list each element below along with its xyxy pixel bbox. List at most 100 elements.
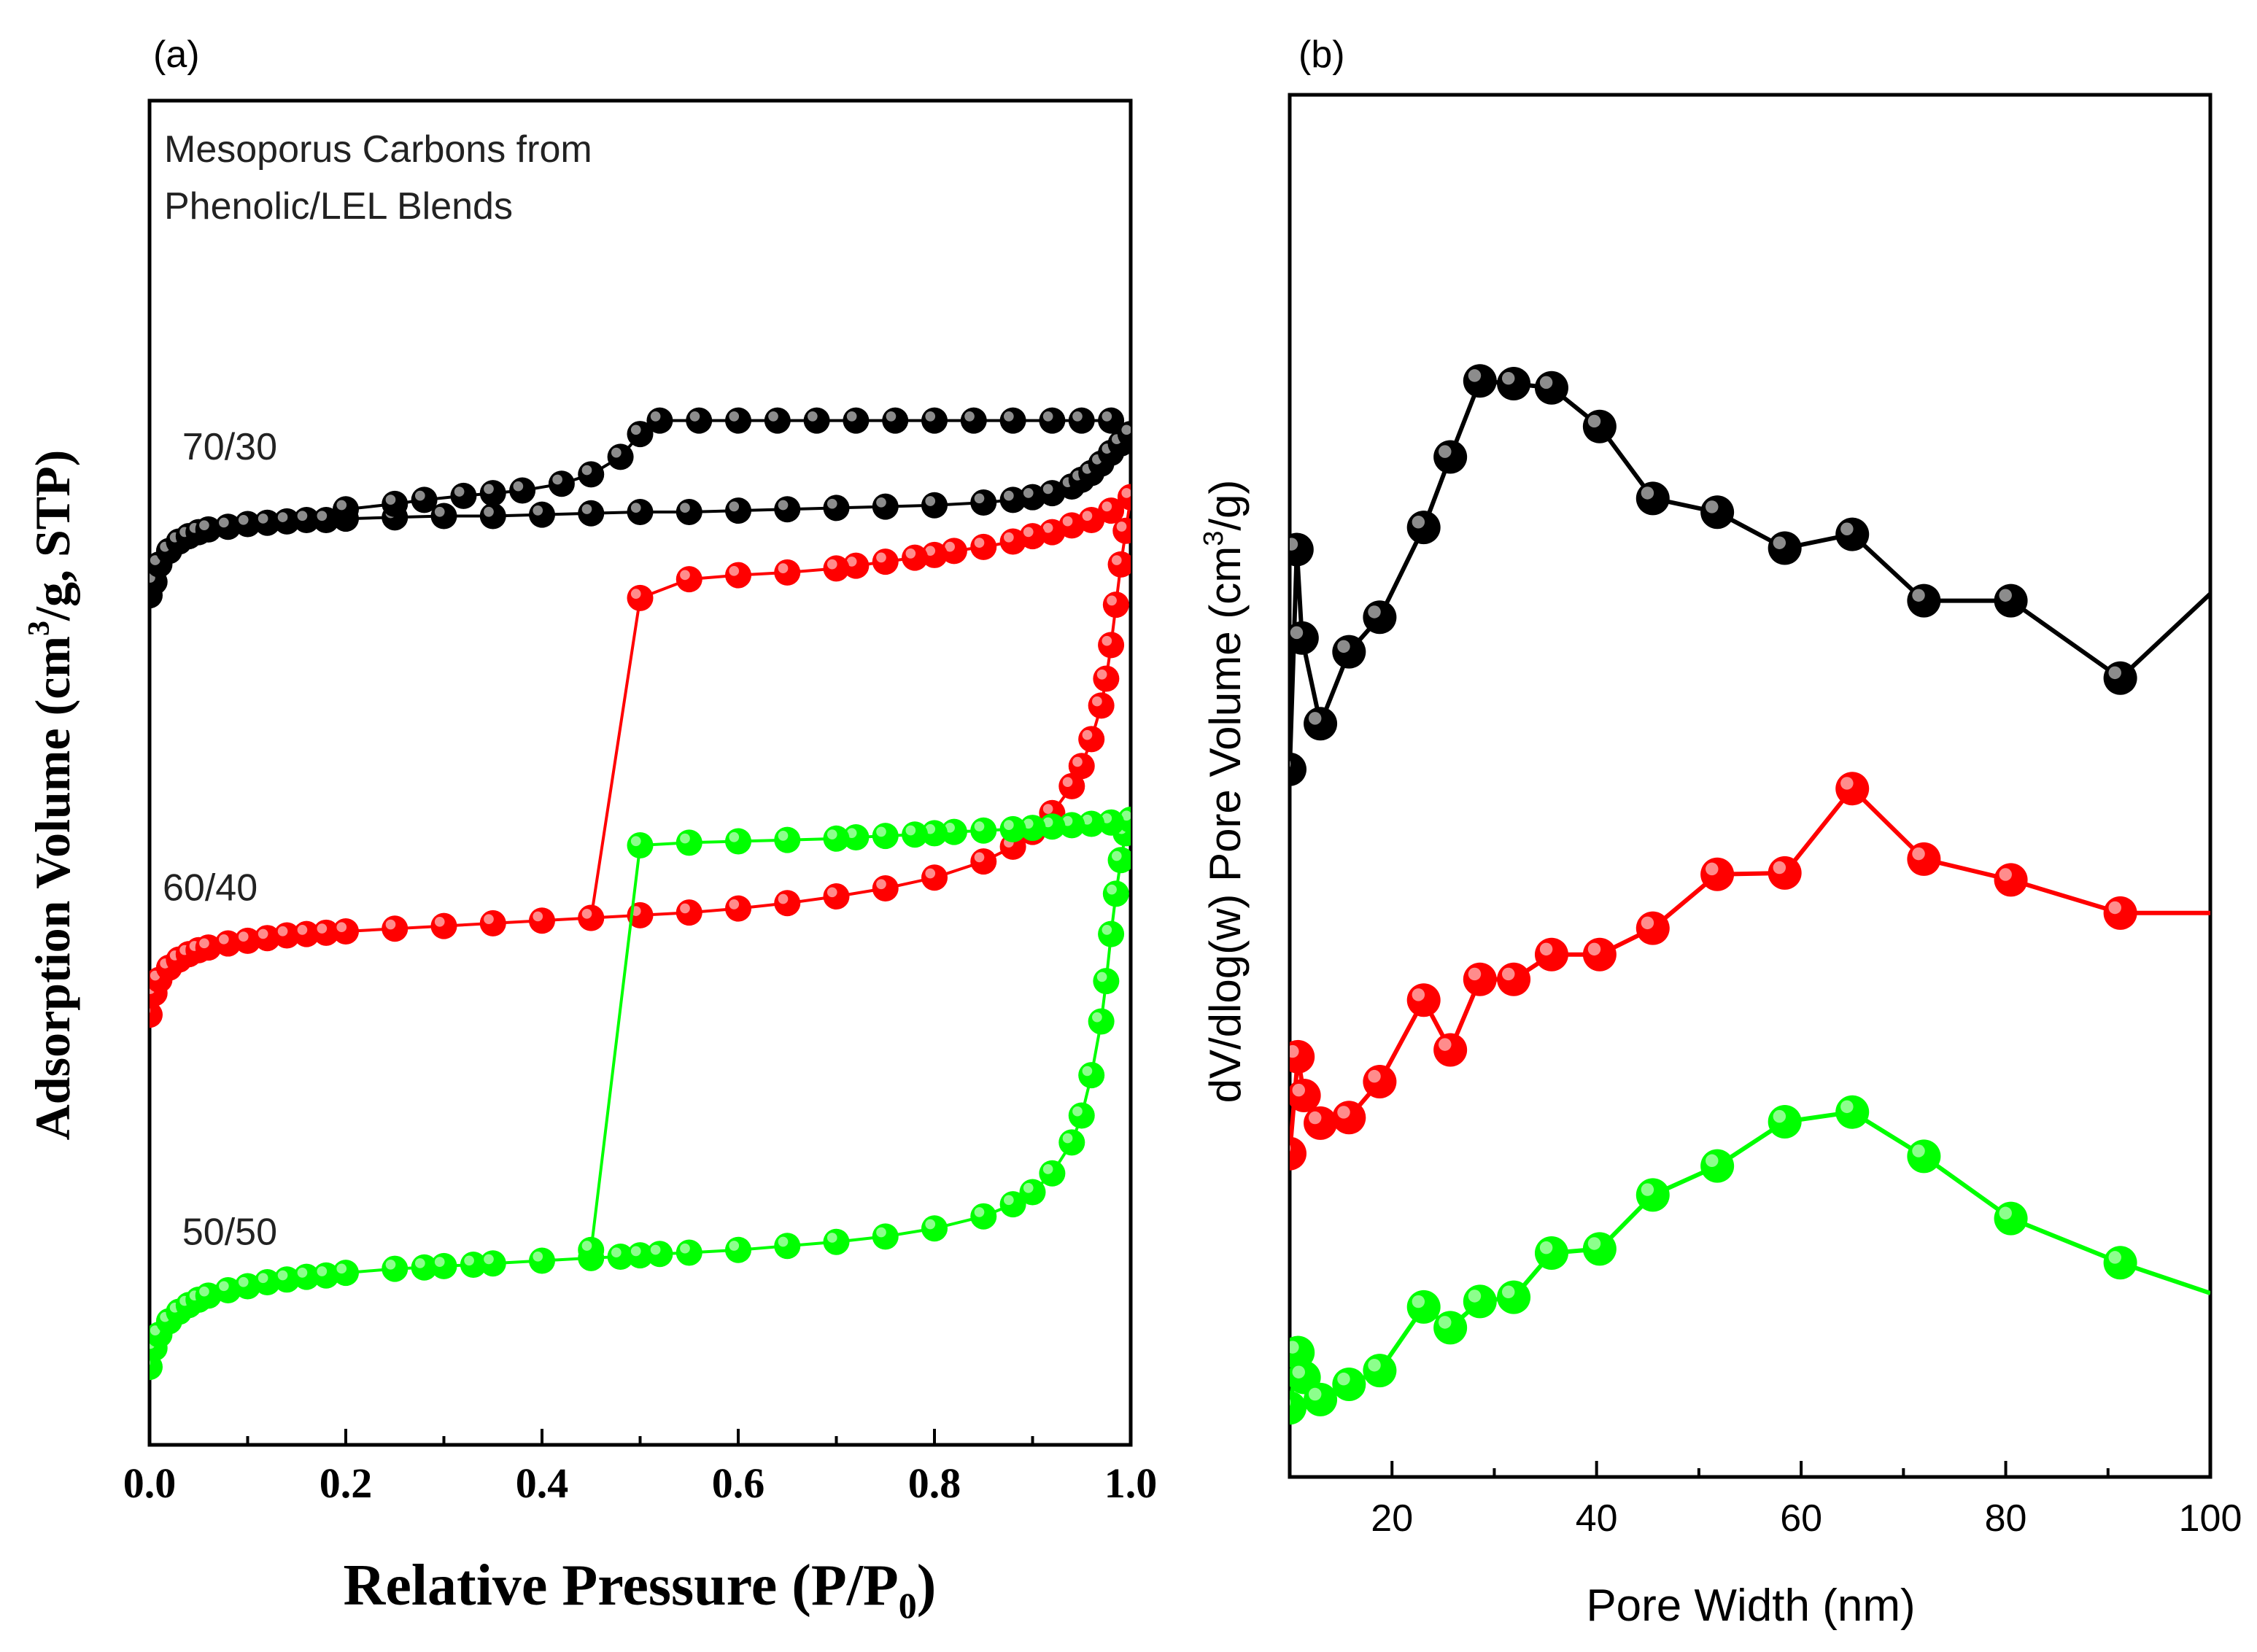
point-red: [1835, 772, 1870, 806]
panel-a-label: (a): [153, 34, 200, 76]
series-50-50: [150, 807, 1131, 1381]
panel-a-series-labels: 70/30 60/40 50/50: [163, 426, 277, 1253]
adsorption-point-70-30: [725, 497, 751, 524]
desorption-point-50-50: [999, 815, 1026, 842]
point-black: [1363, 600, 1397, 635]
adsorption-point-50-50: [774, 1233, 801, 1260]
point-green: [1332, 1368, 1366, 1402]
adsorption-point-70-30: [430, 503, 457, 530]
point-red: [1497, 962, 1531, 996]
desorption-point-70-30: [686, 407, 713, 434]
series-label-70-30: 70/30: [182, 426, 277, 468]
adsorption-point-60-40: [274, 922, 301, 949]
point-red: [1994, 863, 2028, 897]
point-green: [1363, 1354, 1397, 1388]
adsorption-point-60-40: [1088, 692, 1115, 719]
adsorption-point-50-50: [823, 1228, 850, 1255]
adsorption-point-50-50: [1107, 847, 1131, 874]
point-red: [1290, 1039, 1315, 1074]
point-green: [1835, 1095, 1870, 1129]
adsorption-point-60-40: [1112, 517, 1131, 544]
adsorption-point-60-40: [382, 915, 409, 942]
desorption-point-60-40: [823, 555, 850, 582]
adsorption-point-70-30: [234, 511, 261, 538]
point-black: [1406, 511, 1441, 545]
x-tick-label-100: 100: [2179, 1497, 2242, 1540]
point-green: [1290, 1391, 1306, 1425]
desorption-point-70-30: [960, 407, 987, 434]
adsorption-point-50-50: [872, 1223, 899, 1250]
desorption-point-70-30: [382, 490, 409, 517]
adsorption-point-50-50: [725, 1236, 751, 1263]
x-tick-label-60: 60: [1780, 1497, 1822, 1540]
point-green: [1907, 1139, 1941, 1174]
panel-a-annotation-line-2: Phenolic/LEL Blends: [164, 185, 513, 228]
desorption-point-70-30: [509, 477, 536, 504]
adsorption-point-60-40: [1068, 753, 1095, 780]
panel-a-x-ticks: 0.0 0.2 0.4 0.6 0.8 1.0: [123, 1429, 1158, 1507]
point-green: [1497, 1280, 1531, 1314]
desorption-point-60-40: [675, 566, 702, 593]
x-tick-label-1: 1.0: [1104, 1459, 1158, 1507]
adsorption-point-70-30: [774, 496, 801, 523]
point-red: [1290, 1078, 1321, 1112]
desorption-point-50-50: [627, 832, 654, 859]
desorption-point-70-30: [333, 496, 359, 523]
adsorption-point-50-50: [646, 1241, 673, 1268]
point-green: [1534, 1236, 1568, 1271]
point-red: [1304, 1106, 1338, 1140]
point-black: [2103, 661, 2137, 695]
point-green: [1290, 1335, 1315, 1370]
desorption-point-70-30: [646, 407, 673, 434]
adsorption-point-60-40: [921, 864, 948, 891]
point-black: [1768, 531, 1802, 565]
adsorption-point-60-40: [195, 934, 222, 961]
point-black: [1290, 752, 1306, 786]
x-tick-label-80: 80: [1985, 1497, 2027, 1540]
desorption-point-70-30: [548, 470, 575, 497]
desorption-point-70-30: [578, 461, 605, 488]
point-black: [1304, 707, 1338, 741]
series-70-30: [150, 407, 1131, 609]
adsorption-point-60-40: [254, 925, 281, 952]
x-tick-label-0-2: 0.2: [320, 1459, 373, 1507]
desorption-point-60-40: [774, 559, 801, 586]
point-red: [1406, 983, 1441, 1017]
adsorption-point-70-30: [872, 493, 899, 520]
desorption-point-70-30: [411, 486, 438, 513]
desorption-point-50-50: [902, 821, 929, 848]
desorption-point-60-40: [627, 584, 654, 611]
adsorption-point-50-50: [333, 1260, 359, 1287]
adsorption-point-50-50: [460, 1252, 487, 1279]
desorption-point-50-50: [1098, 809, 1125, 836]
panel-a-annotation-line-1: Mesoporus Carbons from: [164, 128, 592, 171]
panel-a-x-axis-title: Relative Pressure (P/P0): [344, 1554, 937, 1626]
adsorption-point-60-40: [214, 930, 241, 957]
desorption-point-50-50: [921, 820, 948, 847]
adsorption-point-50-50: [675, 1239, 702, 1266]
desorption-point-50-50: [843, 823, 870, 850]
adsorption-point-50-50: [382, 1255, 409, 1282]
desorption-point-70-30: [1068, 407, 1095, 434]
desorption-point-70-30: [627, 421, 654, 448]
desorption-point-60-40: [902, 544, 929, 571]
adsorption-point-60-40: [1098, 632, 1125, 659]
point-black: [1290, 621, 1319, 655]
adsorption-point-60-40: [1093, 665, 1120, 692]
desorption-point-60-40: [1098, 497, 1125, 524]
desorption-point-70-30: [1098, 407, 1125, 434]
point-red: [2103, 896, 2137, 930]
desorption-point-50-50: [940, 818, 967, 845]
panel-a-series: [150, 407, 1131, 1381]
point-green: [2103, 1246, 2137, 1280]
adsorption-point-60-40: [823, 883, 850, 910]
desorption-point-70-30: [803, 407, 830, 434]
desorption-point-50-50: [1039, 813, 1066, 840]
line-red: [1290, 786, 2210, 1154]
adsorption-point-50-50: [234, 1273, 261, 1300]
desorption-point-70-30: [479, 480, 506, 507]
adsorption-point-50-50: [607, 1243, 634, 1270]
point-red: [1463, 962, 1497, 996]
adsorption-point-70-30: [479, 503, 506, 530]
